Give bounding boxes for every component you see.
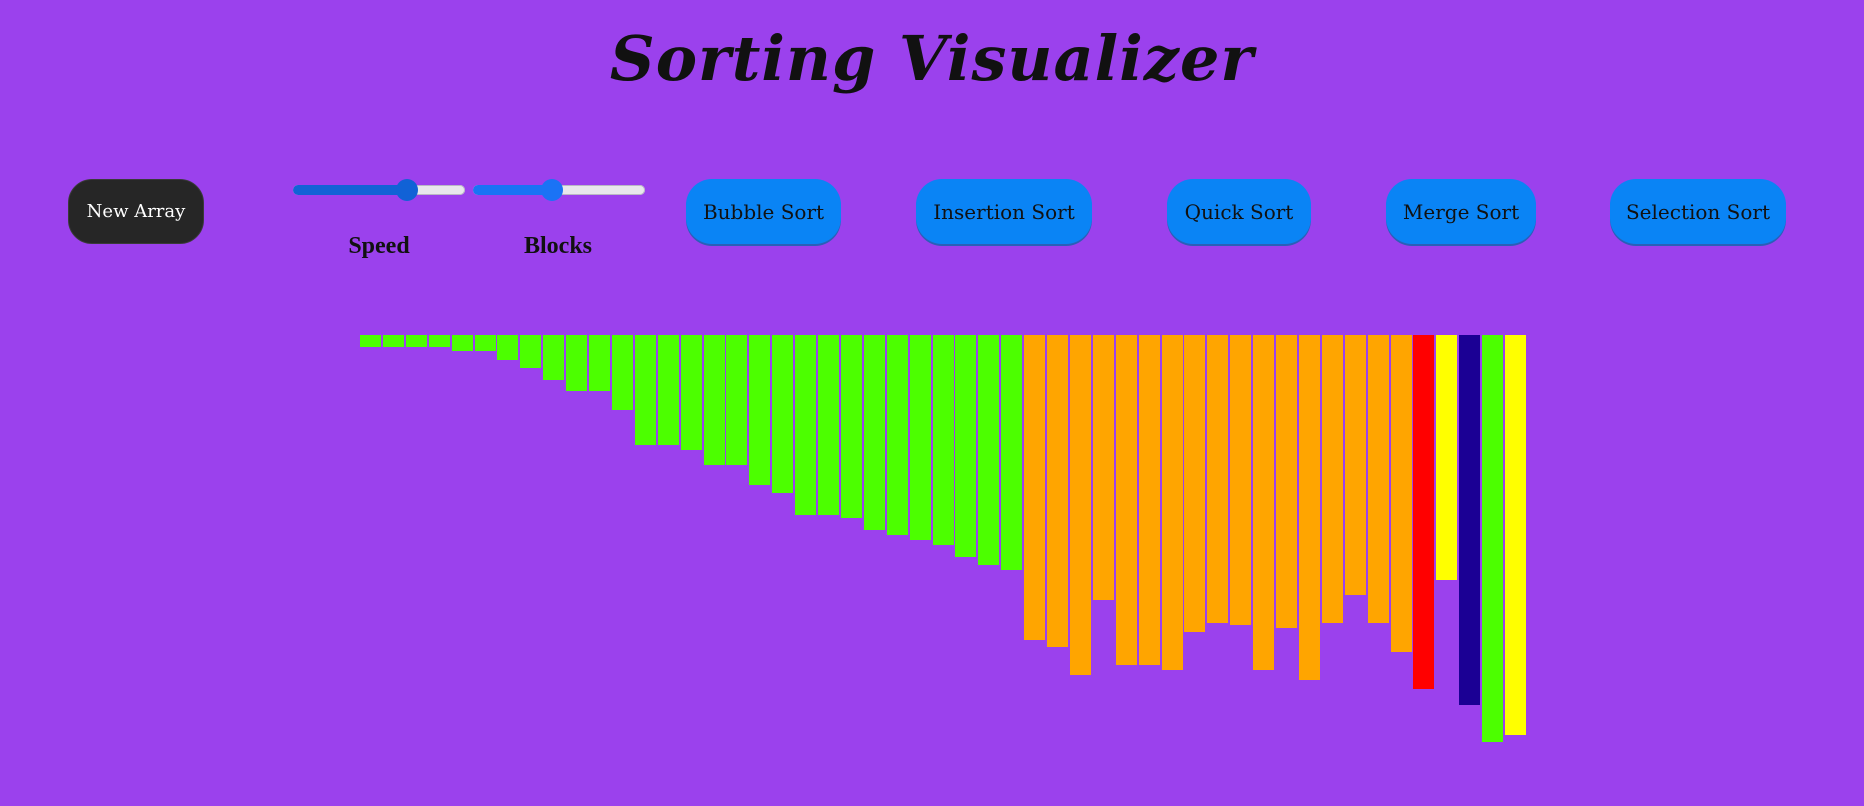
array-bar [1138,335,1160,665]
array-bar [543,335,565,380]
array-bar [955,335,977,557]
array-bar [360,335,381,347]
array-bar [840,335,862,518]
array-bar [474,335,496,351]
array-bar [932,335,954,545]
blocks-label: Blocks [523,233,592,259]
selection-sort-button[interactable]: Selection Sort [1610,179,1786,244]
new-array-button[interactable]: New Array [68,179,204,244]
speed-slider-thumb[interactable] [395,179,418,201]
array-bar [680,335,702,450]
array-bar [1069,335,1091,675]
array-bar [566,335,588,391]
array-bar [1253,335,1275,670]
array-bar [405,335,427,347]
array-bar [657,335,679,445]
array-bar [1413,335,1435,689]
array-bar [634,335,656,445]
array-bar [589,335,610,391]
array-bar [863,335,885,530]
array-bar [428,335,450,347]
speed-slider[interactable] [293,179,465,201]
speed-label: Speed [348,233,410,259]
array-bar [1207,335,1229,623]
bubble-sort-button[interactable]: Bubble Sort [686,179,841,244]
array-bar [978,335,1000,565]
array-bar [749,335,771,485]
array-bar [1505,335,1526,735]
array-bar [1344,335,1366,595]
array-bar [1001,335,1023,570]
array-bar [886,335,908,535]
array-bar [703,335,725,465]
array-bar [1161,335,1183,670]
array-bar [909,335,931,540]
array-bar [520,335,542,368]
array-bar [1230,335,1252,625]
array-bar [451,335,473,351]
array-bar [726,335,748,465]
array-bar [795,335,817,515]
speed-slider-fill [293,185,407,195]
array-bar [1459,335,1481,705]
array-bar [1276,335,1297,628]
blocks-slider-fill [473,185,553,195]
array-bar [1482,335,1504,742]
array-bar [1047,335,1068,647]
array-bar [772,335,794,493]
blocks-slider[interactable] [473,179,645,201]
blocks-slider-thumb[interactable] [541,179,564,201]
array-bar [497,335,519,360]
array-bar [818,335,839,515]
array-bar [1298,335,1320,680]
array-bar [1436,335,1458,580]
array-bar [1092,335,1114,600]
array-bar [1321,335,1343,623]
quick-sort-button[interactable]: Quick Sort [1167,179,1311,244]
array-bar [382,335,404,347]
merge-sort-button[interactable]: Merge Sort [1386,179,1536,244]
array-bar [1367,335,1389,623]
array-bar [1390,335,1412,652]
array-bar [1184,335,1206,632]
array-bar [1115,335,1137,665]
array-bar [611,335,633,410]
array-bar [1024,335,1046,640]
page-title: Sorting Visualizer [609,22,1255,95]
insertion-sort-button[interactable]: Insertion Sort [916,179,1092,244]
